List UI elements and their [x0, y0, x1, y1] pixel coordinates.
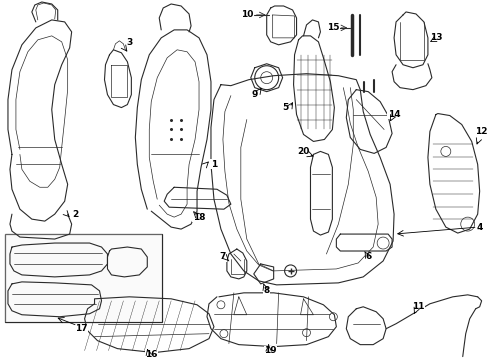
Text: 12: 12: [474, 127, 487, 136]
Text: 2: 2: [72, 210, 79, 219]
Text: 15: 15: [326, 23, 339, 32]
Bar: [5, 234, 162, 322]
Text: 18: 18: [192, 213, 205, 222]
Text: 9: 9: [251, 90, 257, 99]
Bar: [5, 234, 162, 322]
Text: 13: 13: [429, 33, 441, 42]
Text: 6: 6: [365, 252, 370, 261]
Text: 1: 1: [210, 160, 217, 169]
Text: 14: 14: [387, 110, 400, 119]
Text: 10: 10: [240, 10, 252, 19]
Text: 4: 4: [475, 222, 482, 231]
Text: 16: 16: [145, 350, 157, 359]
Text: 7: 7: [219, 252, 225, 261]
Text: 3: 3: [126, 38, 132, 47]
Text: 8: 8: [263, 286, 269, 295]
Text: 17: 17: [75, 324, 88, 333]
Text: 11: 11: [411, 302, 424, 311]
Text: 20: 20: [297, 147, 309, 156]
Text: 19: 19: [264, 346, 276, 355]
Text: 5: 5: [282, 103, 288, 112]
